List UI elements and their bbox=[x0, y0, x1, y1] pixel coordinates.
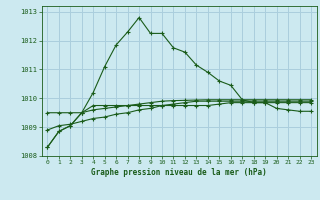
X-axis label: Graphe pression niveau de la mer (hPa): Graphe pression niveau de la mer (hPa) bbox=[91, 168, 267, 177]
